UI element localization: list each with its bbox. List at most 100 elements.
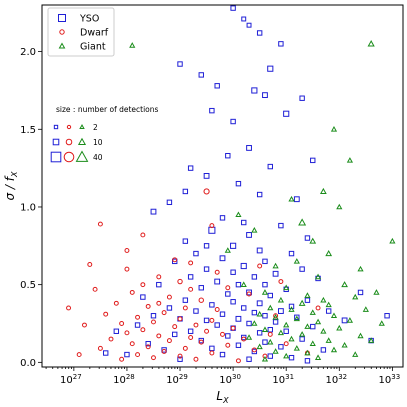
x-axis-label-base: L [216, 389, 223, 403]
dwarf-point [129, 289, 135, 295]
yso-point [320, 347, 327, 353]
giant-point [299, 331, 306, 337]
giant-point [330, 346, 338, 353]
dwarf-point [140, 282, 146, 288]
x-tick-label: 1033 [379, 373, 401, 386]
dwarf-point [76, 352, 82, 358]
dwarf-point [145, 303, 151, 309]
yso-point [182, 188, 189, 195]
yso-point [219, 255, 226, 262]
yso-point [193, 250, 199, 257]
giant-point [293, 315, 300, 322]
giant-point [235, 211, 242, 218]
yso-point [166, 199, 173, 206]
dwarf-point [119, 321, 125, 326]
giant-point [352, 351, 359, 357]
yso-point [267, 292, 273, 299]
yso-point [182, 297, 189, 303]
dwarf-point [235, 358, 241, 364]
yso-point [172, 331, 178, 338]
legend-label: Giant [80, 42, 106, 53]
dwarf-point [151, 355, 156, 361]
yso-point [219, 351, 226, 358]
plot-frame [41, 4, 404, 368]
dwarf-point [166, 294, 172, 300]
yso-point [203, 243, 210, 249]
dwarf-point [177, 353, 183, 359]
dwarf-point [246, 291, 252, 297]
yso-point [293, 196, 300, 203]
giant-point [357, 265, 364, 272]
yso-point [225, 291, 231, 297]
giant-point [325, 250, 333, 257]
dwarf-point [124, 248, 130, 253]
giant-point [277, 296, 285, 303]
giant-point [330, 126, 338, 132]
size-legend-title: size : number of detections [56, 105, 159, 114]
giant-point [283, 321, 290, 328]
y-axis-label-sub: X [10, 171, 19, 178]
giant-point [293, 258, 300, 264]
giant-point [256, 310, 263, 317]
giant-point [288, 335, 295, 342]
yso-point [214, 83, 220, 89]
dwarf-point [172, 257, 178, 263]
yso-point [103, 350, 109, 356]
yso-point [267, 163, 273, 170]
yso-point [310, 157, 316, 164]
y-axis-label: σ / fX [3, 171, 19, 201]
giant-point [309, 340, 316, 346]
giant-point [129, 42, 136, 48]
dwarf-point [203, 188, 210, 195]
yso-point [198, 72, 204, 78]
giant-legend-marker [58, 42, 66, 49]
yso-point [272, 270, 279, 277]
dwarf-point [188, 286, 194, 292]
yso-point [310, 323, 316, 330]
giant-point [298, 299, 306, 306]
size-legend-marker [52, 138, 60, 146]
yso-point [193, 308, 199, 314]
yso-point [272, 319, 279, 325]
yso-point [262, 258, 268, 265]
yso-point [262, 339, 268, 345]
giant-point [283, 352, 290, 359]
yso-point [241, 305, 247, 311]
yso-point [150, 208, 157, 215]
legend-label: YSO [79, 14, 99, 25]
dwarf-point [315, 305, 321, 311]
yso-point [235, 281, 242, 288]
yso-point [288, 303, 295, 310]
yso-point [230, 118, 236, 125]
dwarf-point [103, 311, 109, 317]
yso-point [278, 344, 284, 350]
x-tick-label: 1029 [166, 373, 188, 386]
giant-point [314, 273, 322, 280]
giant-point [352, 293, 359, 300]
dwarf-point [273, 313, 279, 319]
size-legend-rows: 2 10 40 [50, 123, 103, 163]
dwarf-point [66, 305, 72, 311]
dwarf-point [140, 327, 146, 333]
giant-point [245, 334, 253, 340]
yso-point [241, 16, 247, 22]
dwarf-point [108, 336, 114, 342]
dwarf-point [124, 330, 130, 336]
giant-point [378, 320, 385, 326]
y-tick-label: 2.0 [20, 47, 36, 58]
yso-point [225, 333, 231, 339]
yso-point [256, 30, 263, 36]
size-legend-marker [77, 137, 87, 146]
yso-point [219, 311, 226, 317]
x-tick-label: 1028 [113, 373, 135, 386]
dwarf-point [177, 278, 183, 285]
yso-point [304, 358, 311, 364]
dwarf-point [257, 263, 263, 269]
yso-point [277, 308, 284, 314]
giant-point [314, 354, 322, 360]
giant-point [325, 337, 332, 343]
giant-point [373, 289, 380, 295]
yso-point [209, 107, 215, 114]
yso-point [156, 281, 162, 288]
yso-point [325, 308, 332, 314]
